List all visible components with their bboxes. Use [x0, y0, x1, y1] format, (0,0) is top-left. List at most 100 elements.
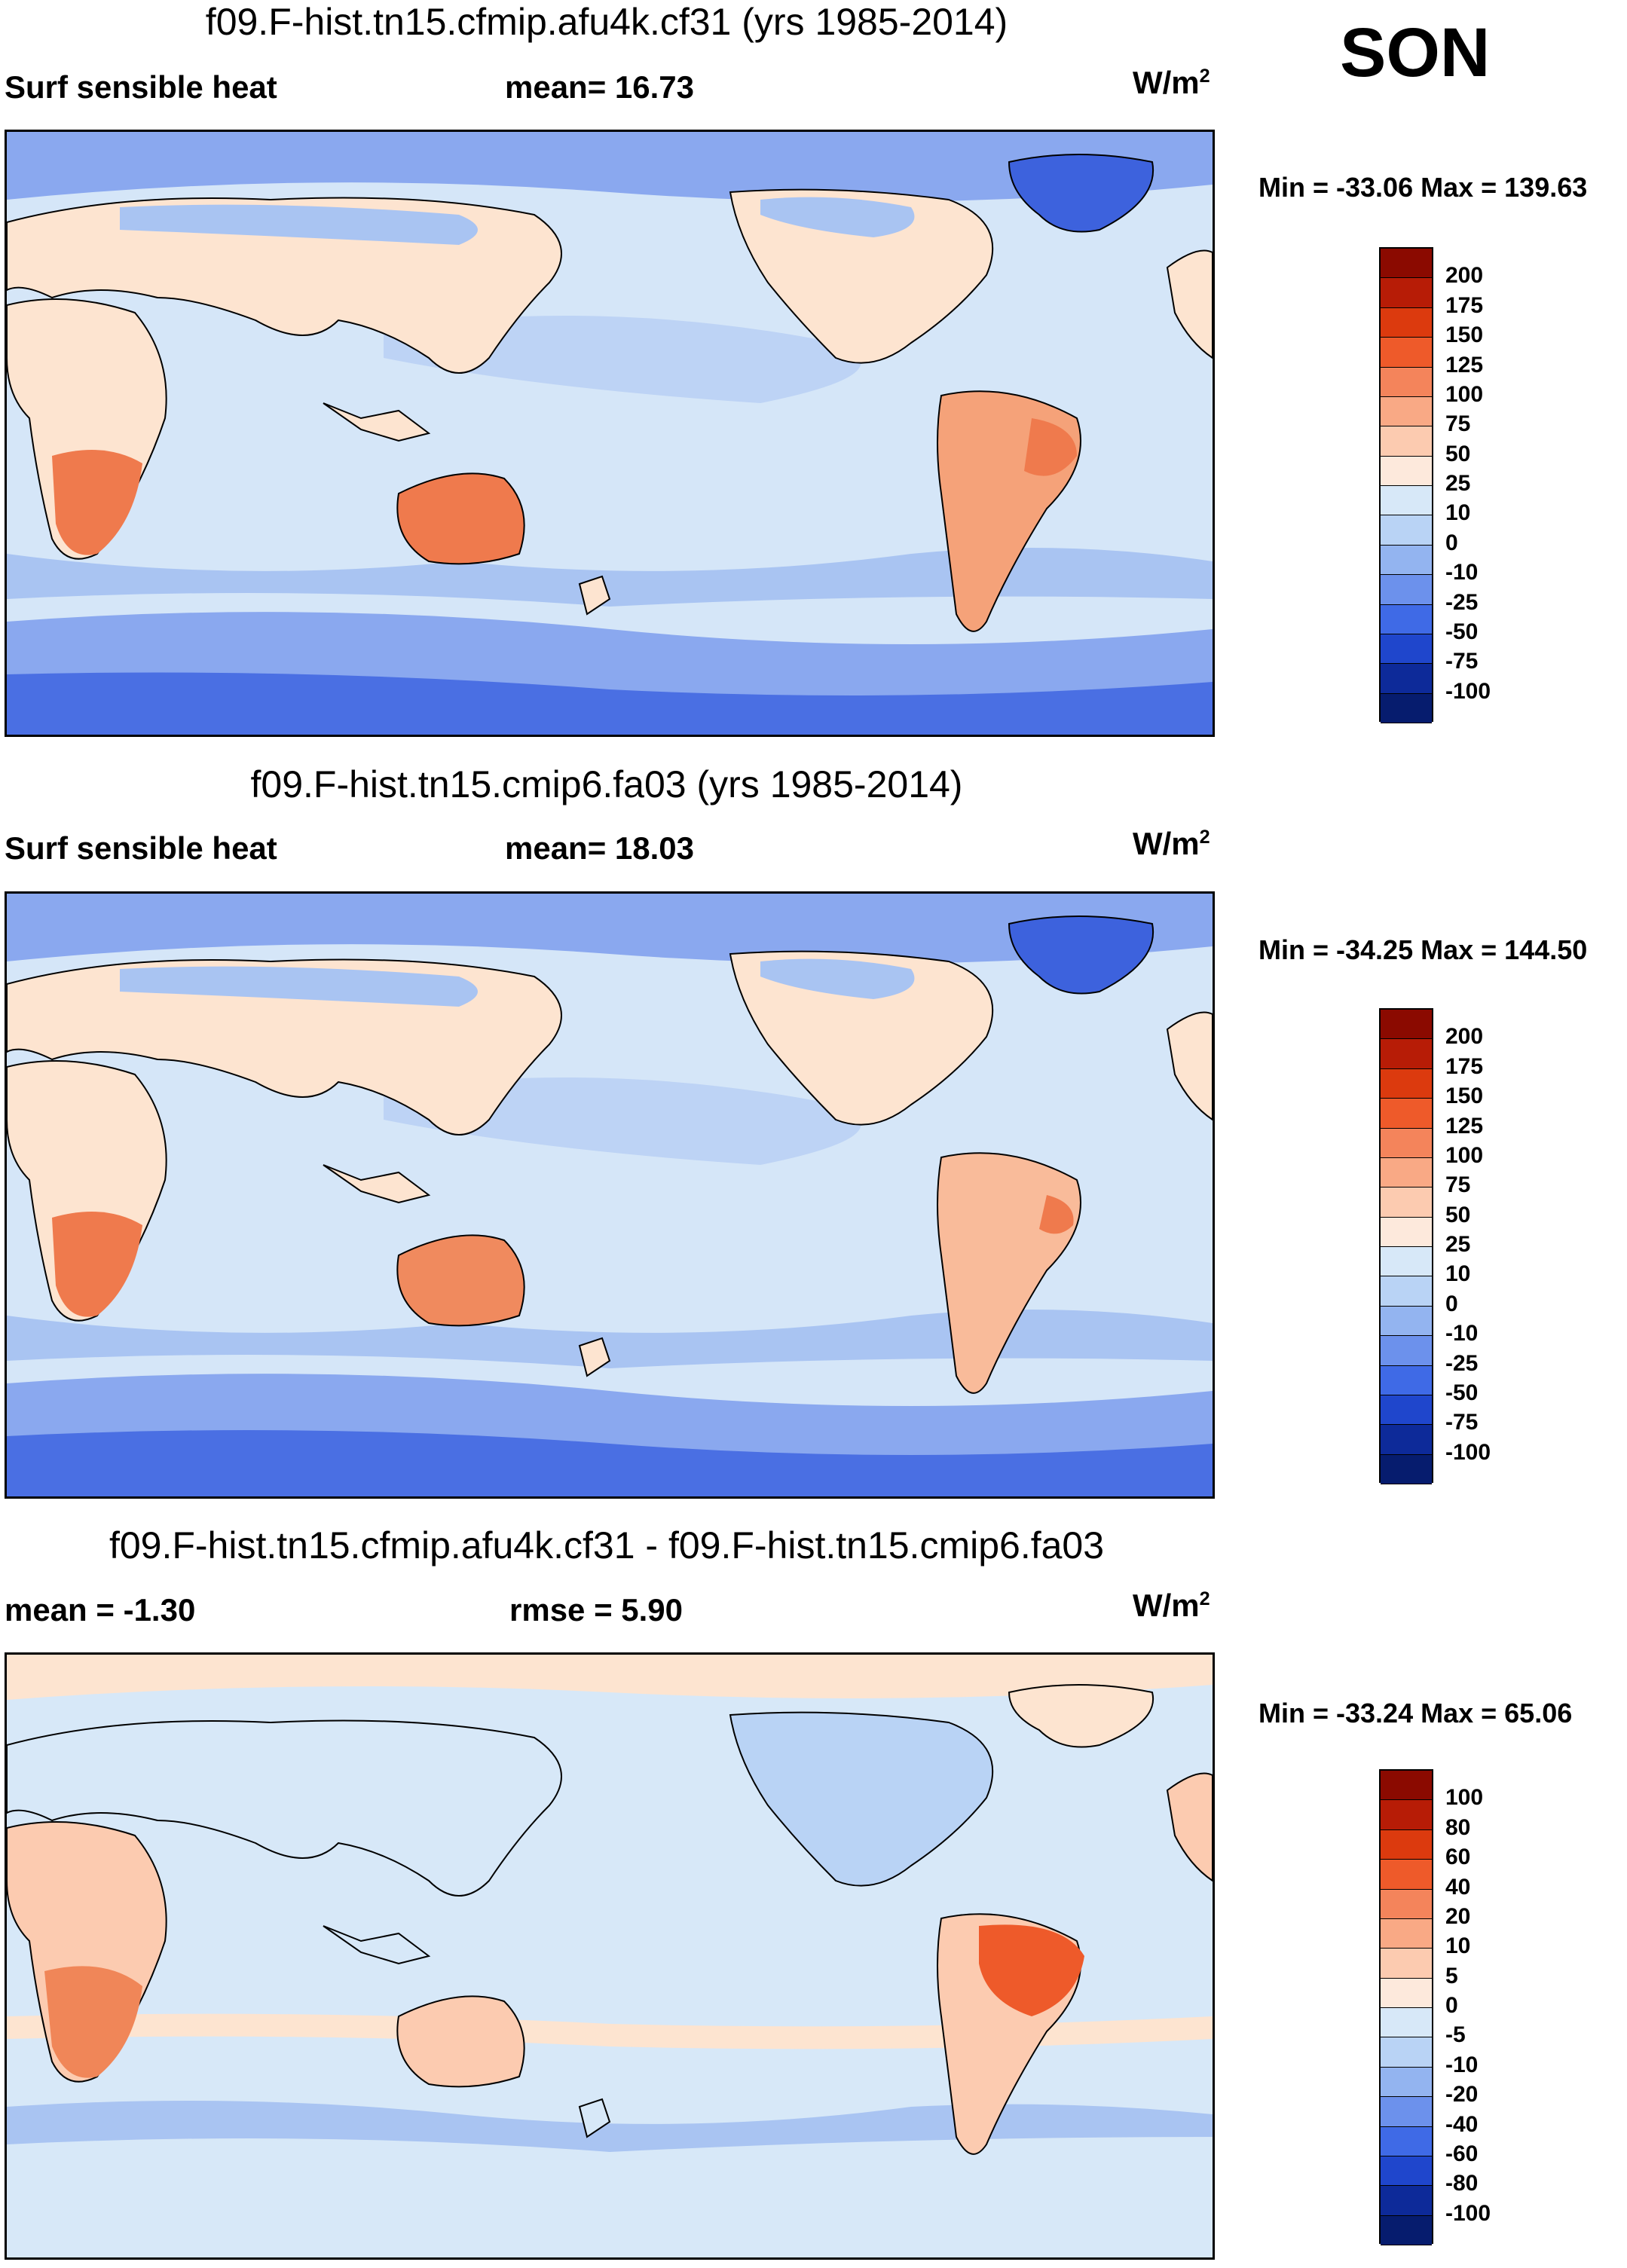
- panel-3-map-svg: [7, 1655, 1213, 2257]
- colorbar-tick-label: 175: [1445, 292, 1484, 318]
- colorbar-swatch: [1381, 1918, 1432, 1949]
- colorbar-tick-label: 100: [1445, 381, 1484, 407]
- colorbar-swatch: [1381, 634, 1432, 665]
- colorbar-swatch: [1381, 1276, 1432, 1307]
- southern-africa-hot: [52, 450, 142, 555]
- mid-lat-ocean-band: [7, 548, 1213, 607]
- colorbar-swatch: [1381, 307, 1432, 338]
- colorbar-tick-label: -100: [1445, 2200, 1491, 2226]
- siberia-cool: [120, 204, 478, 245]
- siberia-cool: [120, 966, 478, 1007]
- colorbar-tick-label: 100: [1445, 1142, 1484, 1168]
- north-america: [729, 188, 994, 364]
- canada-cool: [760, 958, 915, 999]
- colorbar-tick-label: 75: [1445, 1172, 1471, 1198]
- colorbar-tick-label: -60: [1445, 2141, 1479, 2166]
- panel-3-colorbar: [1379, 1769, 1433, 2245]
- colorbar-swatch: [1381, 1039, 1432, 1069]
- southern-cool-band: [7, 2101, 1213, 2152]
- panel-3-title: f09.F-hist.tn15.cfmip.afu4k.cf31 - f09.F…: [109, 1524, 1105, 1567]
- antarctica: [7, 672, 1213, 735]
- colorbar-swatch: [1381, 1157, 1432, 1188]
- colorbar-tick-label: 75: [1445, 411, 1471, 437]
- colorbar-tick-label: -40: [1445, 2111, 1479, 2137]
- colorbar-swatch: [1381, 1949, 1432, 1979]
- north-america: [729, 1711, 994, 1887]
- colorbar-swatch: [1381, 2067, 1432, 2098]
- colorbar-swatch: [1381, 1771, 1432, 1801]
- canada-cool: [760, 197, 915, 237]
- colorbar-tick-label: 0: [1445, 1993, 1458, 2018]
- colorbar-tick-label: -75: [1445, 649, 1479, 674]
- panel-3-mean-label: mean = -1.30: [5, 1592, 196, 1628]
- panel-1-units: W/m2: [1133, 65, 1210, 100]
- colorbar-tick-label: 125: [1445, 352, 1484, 377]
- colorbar-swatch: [1381, 1128, 1432, 1158]
- colorbar-tick-label: 125: [1445, 1113, 1484, 1139]
- colorbar-swatch: [1381, 1217, 1432, 1247]
- colorbar-tick-label: -10: [1445, 560, 1479, 585]
- panel-1-variable-label: Surf sensible heat: [5, 69, 277, 105]
- colorbar-tick-label: -100: [1445, 1439, 1491, 1465]
- new-zealand: [578, 1337, 611, 1377]
- colorbar-tick-label: 60: [1445, 1845, 1471, 1870]
- colorbar-tick-label: 10: [1445, 500, 1471, 526]
- eurasia: [7, 1719, 562, 1897]
- colorbar-swatch: [1381, 249, 1432, 279]
- greenland: [1008, 154, 1154, 233]
- colorbar-tick-label: 10: [1445, 1933, 1471, 1959]
- colorbar-tick-label: 80: [1445, 1814, 1471, 1840]
- colorbar-tick-label: -100: [1445, 678, 1491, 704]
- panel-2-variable-label: Surf sensible heat: [5, 830, 277, 866]
- colorbar-tick-label: 20: [1445, 1903, 1471, 1929]
- colorbar-tick-label: 25: [1445, 1232, 1471, 1257]
- panel-1-colorbar: [1379, 247, 1433, 723]
- panel-3-units: W/m2: [1133, 1588, 1210, 1623]
- colorbar-tick-label: 5: [1445, 1963, 1458, 1988]
- colorbar-tick-label: 0: [1445, 1291, 1458, 1316]
- colorbar-tick-label: 40: [1445, 1874, 1471, 1900]
- panel-3-minmax: Min = -33.24 Max = 65.06: [1258, 1698, 1573, 1729]
- colorbar-tick-label: 25: [1445, 471, 1471, 496]
- europe-edge: [1166, 1772, 1213, 1882]
- australia: [396, 1234, 525, 1327]
- colorbar-swatch: [1381, 2156, 1432, 2187]
- panel-1-title: f09.F-hist.tn15.cfmip.afu4k.cf31 (yrs 19…: [205, 1, 1008, 43]
- colorbar-swatch: [1381, 2037, 1432, 2068]
- colorbar-tick-label: 100: [1445, 1785, 1484, 1811]
- colorbar-swatch: [1381, 1454, 1432, 1484]
- colorbar-swatch: [1381, 1099, 1432, 1129]
- colorbar-tick-label: -50: [1445, 1380, 1479, 1405]
- australia: [396, 472, 525, 565]
- colorbar-swatch: [1381, 486, 1432, 516]
- colorbar-tick-label: -5: [1445, 2022, 1466, 2048]
- panel-2-colorbar: [1379, 1008, 1433, 1484]
- colorbar-tick-label: 200: [1445, 263, 1484, 289]
- mid-lat-ocean-band: [7, 1310, 1213, 1368]
- arctic-band: [7, 1655, 1213, 1700]
- panel-1-minmax: Min = -33.06 Max = 139.63: [1258, 172, 1588, 203]
- colorbar-swatch: [1381, 367, 1432, 397]
- panel-2-map-svg: [7, 894, 1213, 1496]
- colorbar-swatch: [1381, 1829, 1432, 1860]
- southern-africa-warm: [44, 1966, 142, 2078]
- colorbar-swatch: [1381, 545, 1432, 576]
- season-label: SON: [1340, 14, 1491, 91]
- greenland: [1008, 1684, 1154, 1748]
- panel-2-minmax: Min = -34.25 Max = 144.50: [1258, 934, 1588, 965]
- colorbar-swatch: [1381, 1889, 1432, 1919]
- antarctica: [7, 1430, 1213, 1496]
- colorbar-swatch: [1381, 1336, 1432, 1366]
- europe-edge: [1166, 249, 1213, 359]
- colorbar-tick-label: -20: [1445, 2082, 1479, 2108]
- colorbar-tick-label: -10: [1445, 1321, 1479, 1346]
- colorbar-tick-label: -25: [1445, 1350, 1479, 1376]
- colorbar-tick-label: 175: [1445, 1053, 1484, 1079]
- new-zealand: [578, 575, 611, 616]
- panel-1-map-svg: [7, 132, 1213, 735]
- panel-2-map: [5, 891, 1215, 1499]
- panel-3-map: [5, 1652, 1215, 2260]
- colorbar-swatch: [1381, 2097, 1432, 2127]
- arctic-band: [7, 894, 1213, 964]
- colorbar-tick-label: 10: [1445, 1261, 1471, 1287]
